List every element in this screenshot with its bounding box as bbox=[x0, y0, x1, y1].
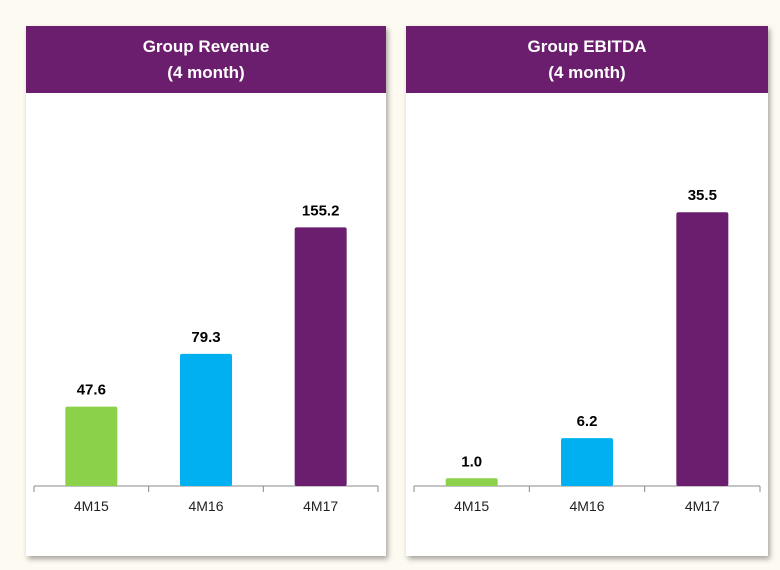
ebitda-bar-4m15 bbox=[445, 478, 498, 486]
ebitda-category-label: 4M17 bbox=[685, 498, 720, 514]
ebitda-value-label: 35.5 bbox=[688, 187, 717, 204]
revenue-category-label: 4M15 bbox=[74, 498, 109, 514]
ebitda-chart-panel: Group EBITDA (4 month) 1.0 4M15 6.2 4M16 35.… bbox=[406, 26, 768, 556]
revenue-bar-4m16 bbox=[180, 353, 232, 486]
revenue-category-label: 4M16 bbox=[188, 498, 223, 514]
ebitda-chart: 1.0 4M15 6.2 4M16 35.5 4M17 bbox=[413, 187, 761, 514]
revenue-chart: 47.6 4M15 79.3 4M16 155.2 4M17 bbox=[33, 202, 379, 514]
revenue-bar-4m15 bbox=[65, 406, 118, 486]
revenue-chart-header: Group Revenue (4 month) bbox=[26, 26, 386, 93]
revenue-chart-subtitle: (4 month) bbox=[167, 62, 245, 82]
revenue-chart-panel: Group Revenue (4 month) 47.6 4M15 79.3 4M16… bbox=[26, 26, 386, 556]
ebitda-category-label: 4M16 bbox=[569, 498, 604, 514]
ebitda-bar-4m17 bbox=[676, 212, 729, 487]
ebitda-value-label: 1.0 bbox=[461, 453, 482, 470]
revenue-value-label: 155.2 bbox=[302, 202, 340, 219]
revenue-value-label: 47.6 bbox=[77, 382, 106, 399]
revenue-chart-title: Group Revenue bbox=[142, 36, 270, 56]
ebitda-value-label: 6.2 bbox=[577, 413, 598, 430]
ebitda-chart-title: Group EBITDA bbox=[527, 36, 647, 56]
revenue-value-label: 79.3 bbox=[191, 329, 220, 346]
ebitda-chart-subtitle: (4 month) bbox=[548, 62, 626, 82]
revenue-category-label: 4M17 bbox=[303, 498, 338, 514]
ebitda-category-label: 4M15 bbox=[454, 498, 489, 514]
ebitda-bar-4m16 bbox=[561, 438, 613, 486]
ebitda-chart-header: Group EBITDA (4 month) bbox=[406, 26, 768, 93]
revenue-bar-4m17 bbox=[294, 227, 347, 487]
